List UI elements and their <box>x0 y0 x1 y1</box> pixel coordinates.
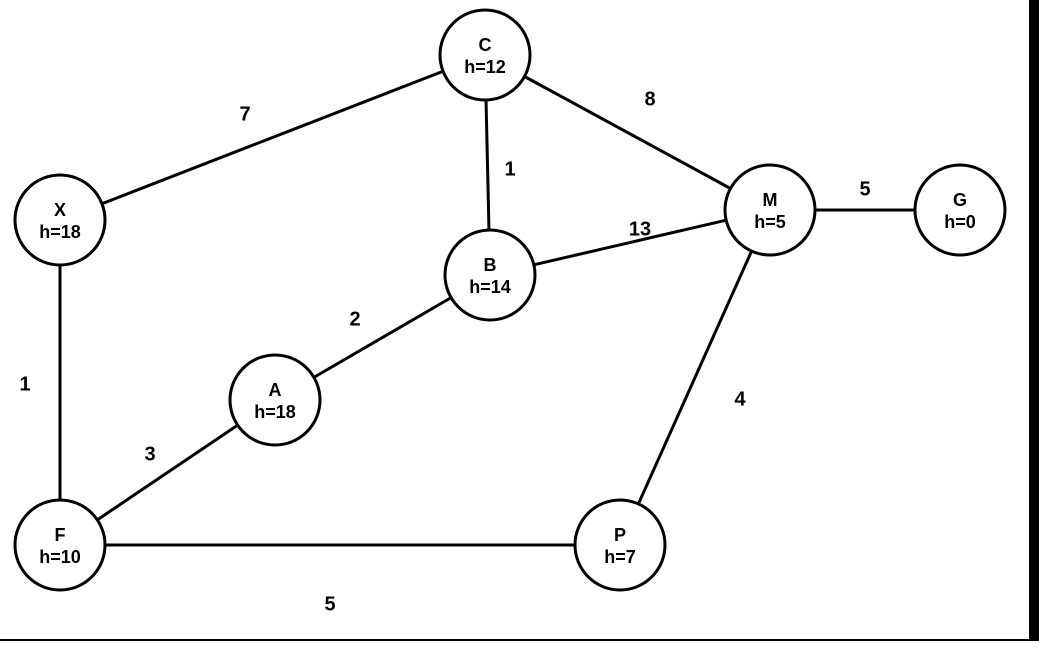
node-h-x: h=18 <box>39 222 81 242</box>
edge-weight-f-p: 5 <box>324 593 335 615</box>
edge-weight-x-c: 7 <box>239 103 250 125</box>
edge-weight-m-p: 4 <box>734 388 746 410</box>
node-h-a: h=18 <box>254 402 296 422</box>
node-c: Ch=12 <box>440 10 530 100</box>
node-m: Mh=5 <box>725 165 815 255</box>
node-h-b: h=14 <box>469 277 511 297</box>
edge-weight-a-b: 2 <box>349 308 360 330</box>
nodes-layer: Ch=12 Xh=18 Mh=5 Gh=0 Bh=14 Ah=18 Fh=10 Ph=7 <box>15 10 1005 590</box>
edge-c-m <box>525 76 731 188</box>
node-h-m: h=5 <box>754 212 786 232</box>
edge-weight-c-m: 8 <box>644 88 655 110</box>
node-h-p: h=7 <box>604 547 636 567</box>
node-h-f: h=10 <box>39 547 81 567</box>
edge-a-b <box>314 298 451 378</box>
edge-x-c <box>102 71 443 203</box>
node-circle-x <box>15 175 105 265</box>
border-right-bar <box>1029 0 1039 640</box>
node-circle-m <box>725 165 815 255</box>
node-h-g: h=0 <box>944 212 976 232</box>
edge-weight-x-f: 1 <box>19 373 30 395</box>
node-circle-c <box>440 10 530 100</box>
edge-weight-c-b: 1 <box>504 158 515 180</box>
edge-m-p <box>638 251 751 504</box>
node-id-c: C <box>479 35 492 55</box>
node-p: Ph=7 <box>575 500 665 590</box>
edge-f-a <box>97 425 237 520</box>
edge-c-b <box>486 100 489 230</box>
node-g: Gh=0 <box>915 165 1005 255</box>
node-x: Xh=18 <box>15 175 105 265</box>
node-circle-b <box>445 230 535 320</box>
edge-labels-layer: 78113521345 <box>19 88 870 615</box>
edge-weight-m-g: 5 <box>859 178 870 200</box>
graph-canvas: Ch=12 Xh=18 Mh=5 Gh=0 Bh=14 Ah=18 Fh=10 Ph=7 7 8 1… <box>0 0 1039 645</box>
node-id-b: B <box>484 255 497 275</box>
node-h-c: h=12 <box>464 57 506 77</box>
node-a: Ah=18 <box>230 355 320 445</box>
node-f: Fh=10 <box>15 500 105 590</box>
node-circle-a <box>230 355 320 445</box>
node-circle-f <box>15 500 105 590</box>
node-id-a: A <box>269 380 282 400</box>
node-id-x: X <box>54 200 66 220</box>
node-id-m: M <box>763 190 778 210</box>
edge-weight-b-m: 13 <box>629 218 651 240</box>
edge-weight-f-a: 3 <box>144 443 155 465</box>
node-id-f: F <box>55 525 66 545</box>
node-id-g: G <box>953 190 967 210</box>
node-circle-p <box>575 500 665 590</box>
node-id-p: P <box>614 525 626 545</box>
node-b: Bh=14 <box>445 230 535 320</box>
node-circle-g <box>915 165 1005 255</box>
